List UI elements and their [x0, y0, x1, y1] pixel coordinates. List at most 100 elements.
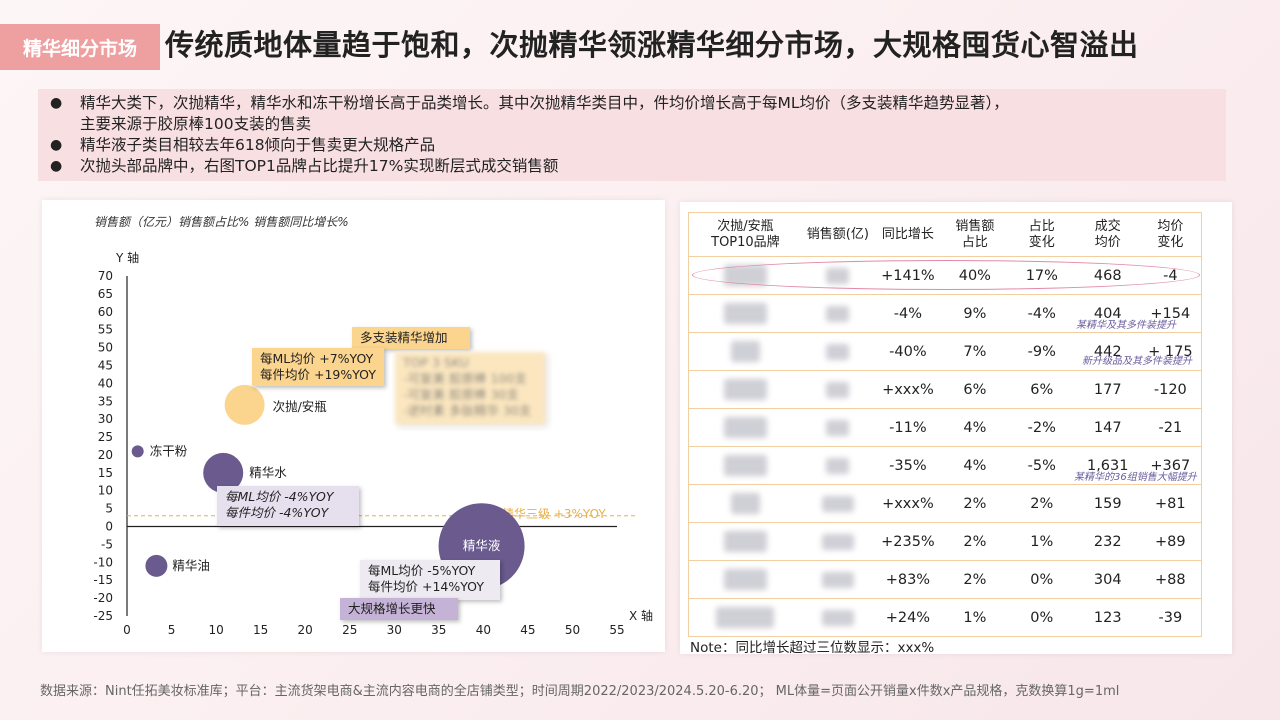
table-cell-yoy: -11%: [873, 408, 942, 447]
table-cell-price: 147: [1075, 408, 1140, 447]
table-cell-sales: 0.5: [801, 408, 874, 447]
table-cell-price: 468: [1075, 256, 1140, 295]
table-cell-brand: 珀莱雅: [688, 446, 802, 485]
bullet-spacer: [50, 114, 80, 135]
bullet-text: 精华液子类目相较去年618倾向于售卖更大规格产品: [80, 136, 436, 154]
bubble-label: 精华油: [172, 558, 210, 573]
table-cell-share: 2%: [941, 484, 1008, 523]
y-tick-label: 55: [98, 323, 113, 337]
toner-price-callout-box: [217, 486, 359, 526]
table-header-cell: 占比 变化: [1007, 212, 1076, 257]
y-axis-label: Y 轴: [115, 250, 139, 265]
annotation-text: -可复美 胶原棒 100支: [403, 371, 527, 386]
table-cell-yoy: +24%: [873, 598, 942, 637]
top-sku-callout: TOP 3 SKU-可复美 胶原棒 100支-可复美 胶原棒 30支-逆时素 多…: [395, 352, 545, 424]
table-cell-share: 2%: [941, 560, 1008, 599]
serum-tag-callout: 大规格增长更快: [340, 598, 458, 620]
table-cell-yoy: +235%: [873, 522, 942, 561]
blurred-value: 敷尔佳: [723, 379, 768, 400]
table-header-cell: 同比增长: [873, 212, 942, 257]
annotation-text: -可复美 胶原棒 30支: [403, 387, 519, 402]
table-cell-yoy: -40%: [873, 332, 942, 371]
annotation-text: 每ML均价 +7%YOY: [260, 351, 374, 366]
brand-table-panel: 次抛/安瓶 TOP10品牌 销售额(亿) 同比增长 销售额 占比 占比 变化 成交 均价 均价 变化 …: [680, 202, 1232, 656]
table-cell-sales: 0.9: [801, 332, 874, 371]
blurred-value: 瑷尔博士: [716, 607, 775, 628]
table-cell-yoy: -35%: [873, 446, 942, 485]
table-cell-price-chg: -21: [1139, 408, 1202, 447]
table-cell-brand: 瑷尔博士: [688, 598, 802, 637]
table-cell-sales: 0.5: [801, 446, 874, 485]
bubble: [203, 452, 244, 493]
blurred-value: 薇诺娜: [723, 531, 768, 552]
section-tag: 精华细分市场: [0, 24, 160, 70]
table-cell-share: 40%: [941, 256, 1008, 295]
table-row: 敷尔佳 0.8 +xxx% 6% 6% 177 -120: [688, 370, 1202, 409]
table-row: 玉泽 0.30 +xxx% 2% 2% 159 +81: [688, 484, 1202, 523]
annotation-text: 大规格增长更快: [348, 601, 436, 616]
table-cell-sales: 0.8: [801, 370, 874, 409]
table-cell-share: 2%: [941, 522, 1008, 561]
row-annotation: 新升级品及其多件装提升: [1082, 356, 1192, 367]
bullet-item: ● 精华液子类目相较去年618倾向于售卖更大规格产品: [50, 135, 1214, 156]
table-cell-price-chg: -4: [1139, 256, 1202, 295]
table-cell-price: 177: [1075, 370, 1140, 409]
y-tick-label: 70: [98, 269, 113, 283]
x-tick-label: 10: [208, 623, 223, 637]
y-tick-label: 65: [98, 287, 113, 301]
table-cell-price: 159: [1075, 484, 1140, 523]
table-cell-share-chg: -5%: [1007, 446, 1076, 485]
y-tick-label: 35: [98, 394, 113, 408]
table-cell-yoy: -4%: [873, 294, 942, 333]
table-cell-share-chg: 6%: [1007, 370, 1076, 409]
table-cell-share-chg: 0%: [1007, 598, 1076, 637]
x-tick-label: 0: [123, 623, 131, 637]
table-cell-price: 123: [1075, 598, 1140, 637]
table-cell-price: 304: [1075, 560, 1140, 599]
table-cell-yoy: +83%: [873, 560, 942, 599]
table-cell-brand: 可复美: [688, 256, 802, 295]
y-tick-label: -10: [93, 555, 113, 569]
row-annotation: 某精华的36组销售大幅提升: [1074, 472, 1197, 483]
y-tick-label: 50: [98, 341, 113, 355]
blurred-value: 0.5: [826, 419, 850, 436]
bubble-chart-panel: 销售额（亿元）销售额占比% 销售额同比增长% Y 轴 X 轴 70 65 60 55 5…: [42, 200, 665, 652]
table-header-cell: 均价 变化: [1139, 212, 1202, 257]
chart-subtitle: 销售额（亿元）销售额占比% 销售额同比增长%: [94, 215, 349, 229]
reference-line-label: 精华三级 +3%YOY: [502, 507, 606, 521]
annotation-text: 每件均价 +14%YOY: [368, 579, 484, 594]
table-row: 珀莱雅 0.5 -35% 4% -5% 1,631 +367: [688, 446, 1202, 485]
table-row: 可丽金 0.22 +83% 2% 0% 304 +88: [688, 560, 1202, 599]
annotation-text: 每件均价 +19%YOY: [260, 367, 376, 382]
table-cell-share-chg: -2%: [1007, 408, 1076, 447]
table-cell-price-chg: -120: [1139, 370, 1202, 409]
y-tick-label: 25: [98, 430, 113, 444]
table-cell-share: 7%: [941, 332, 1008, 371]
x-tick-label: 40: [476, 623, 491, 637]
table-cell-brand: 玉泽: [688, 484, 802, 523]
blurred-value: 逆时素: [723, 417, 768, 438]
bubble-label: 精华液: [463, 538, 501, 553]
multi-pack-callout: 多支装精华增加: [352, 327, 470, 349]
x-tick-label: 25: [342, 623, 357, 637]
table-cell-share-chg: 0%: [1007, 560, 1076, 599]
row-annotation: 某精华及其多件装提升: [1076, 320, 1176, 331]
bullet-item: 主要来源于胶原棒100支装的售卖: [50, 114, 1214, 135]
table-cell-brand: 逆时素: [688, 408, 802, 447]
table-cell-sales: 5.0: [801, 256, 874, 295]
table-cell-price-chg: +89: [1139, 522, 1202, 561]
table-cell-price-chg: + 175: [1139, 332, 1202, 371]
page-headline: 传统质地体量趋于饱和，次抛精华领涨精华细分市场，大规格囤货心智溢出: [165, 28, 1139, 62]
bullet-dot-icon: ●: [50, 137, 63, 153]
blurred-value: 可复美: [723, 265, 768, 286]
table-cell-price-chg: +81: [1139, 484, 1202, 523]
ampoule-price-callout-box: [252, 348, 384, 386]
table-row: 润百颜 1.2 -4% 9% -4% 404 +154: [688, 294, 1202, 333]
bubble: [145, 554, 168, 577]
blurred-value: 0.30: [821, 495, 854, 512]
table-cell-share-chg: -9%: [1007, 332, 1076, 371]
x-tick-label: 35: [431, 623, 446, 637]
table-cell-share-chg: -4%: [1007, 294, 1076, 333]
data-source-footer: 数据来源：Nint任拓美妆标准库；平台：主流货架电商&主流内容电商的全店铺类型；…: [40, 684, 1120, 699]
